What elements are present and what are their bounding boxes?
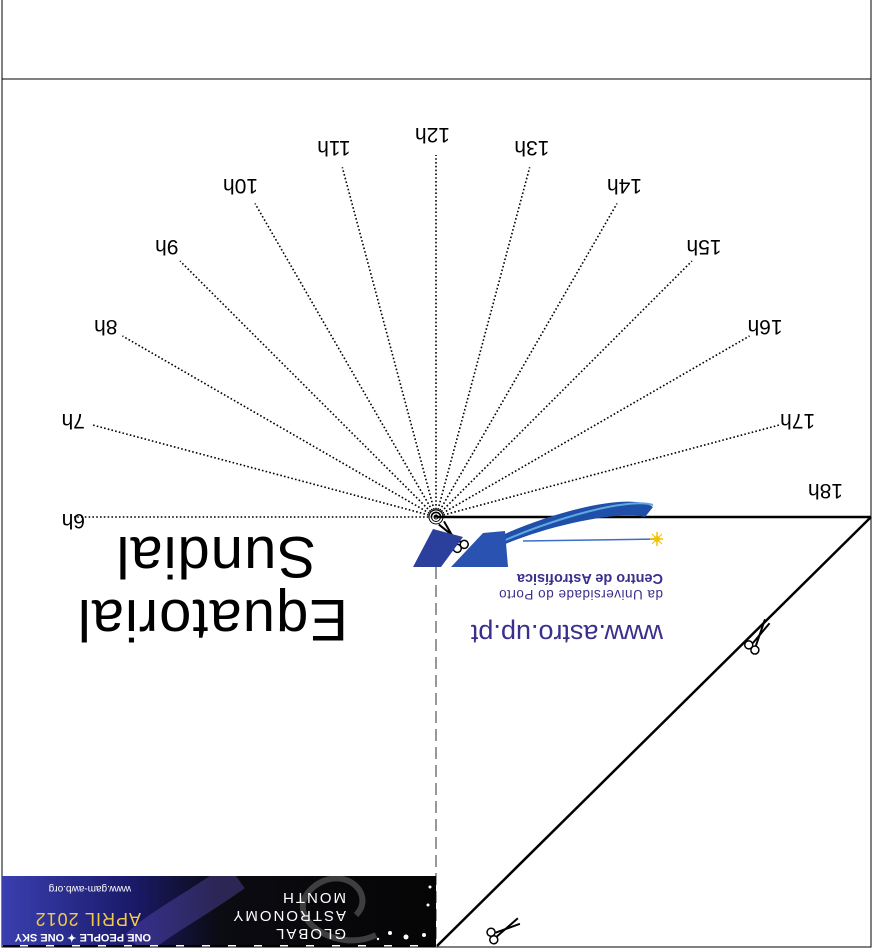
triangle-diagonal [436, 516, 872, 947]
gam-astronomy: ASTRONOMY [231, 907, 346, 924]
hour-label-9h: 9h [155, 235, 179, 259]
centro-swoosh [413, 501, 663, 567]
hour-label-14h: 14h [606, 174, 642, 198]
hour-label-8h: 8h [94, 315, 118, 338]
hour-ray-17h [435, 424, 781, 518]
title-line-1: Equatorial [76, 587, 348, 652]
hour-ray-16h [435, 335, 750, 518]
hour-label-17h: 17h [780, 409, 816, 433]
hour-ray-14h [435, 203, 618, 518]
hour-ray-10h [254, 203, 437, 518]
hour-label-10h: 10h [222, 174, 258, 198]
card-border [1, 78, 872, 948]
hour-ray-13h [435, 167, 531, 518]
hour-ray-7h [91, 424, 437, 518]
logo-star-icon [650, 532, 663, 546]
hour-ray-15h [435, 260, 693, 518]
gam-url: www.gam-awb.org [48, 883, 131, 894]
hour-ray-11h [341, 167, 437, 518]
hour-label-15h: 15h [686, 235, 722, 259]
hour-ray-9h [179, 260, 437, 518]
title-line-2: Sundial [115, 524, 316, 590]
centro-url: www.astro.up.pt [470, 619, 663, 649]
gam-date: APRIL 2012 [34, 909, 141, 929]
gam-global: GLOBAL [273, 925, 346, 942]
gam-starfield [125, 876, 432, 945]
sundial-title: Equatorial Sundial [76, 524, 348, 652]
hour-label-13h: 13h [514, 136, 550, 160]
gam-motto: ONE PEOPLE ✦ ONE SKY [14, 931, 151, 943]
centro-subtitle: da Universidade do Porto [498, 587, 663, 602]
hour-label-12h: 12h [414, 123, 450, 146]
gam-banner: GLOBAL ASTRONOMY MONTH ONE PEOPLE ✦ ONE … [2, 876, 436, 945]
hour-label-16h: 16h [747, 315, 783, 338]
centro-logo: www.astro.up.pt da Universidade do Porto… [413, 499, 663, 649]
scissors-icon [486, 917, 521, 945]
hour-ray-8h [122, 335, 437, 518]
hour-label-7h: 7h [61, 409, 85, 433]
hour-rays [74, 155, 781, 518]
hour-label-11h: 11h [317, 136, 351, 160]
gnomon-hole [428, 509, 444, 525]
gam-month: MONTH [281, 889, 346, 906]
centro-name: Centro de Astrofísica [516, 570, 663, 586]
gam-global-text: GLOBAL [273, 925, 346, 942]
scissors-icon [744, 619, 771, 655]
hour-label-18h: 18h [807, 479, 843, 502]
